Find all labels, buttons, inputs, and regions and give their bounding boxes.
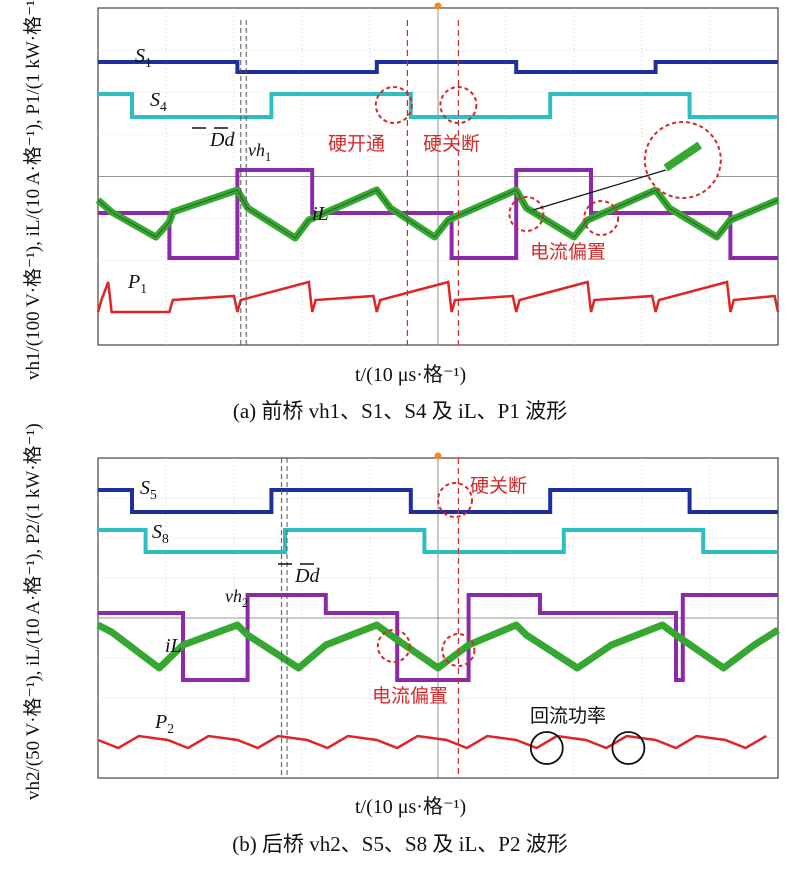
- trace-vh1: [98, 168, 778, 260]
- backflow-circle-1: [529, 731, 564, 765]
- label-S4: S4: [150, 89, 167, 114]
- trace-vh2: [98, 593, 778, 682]
- hard-on-circle: [374, 86, 413, 124]
- bias-circle-2: [441, 633, 476, 667]
- annot-bias: 电流偏置: [530, 241, 606, 263]
- trace-P1: [96, 280, 780, 314]
- label-S5: S5: [140, 477, 157, 502]
- zoom-inset-trace: [663, 141, 703, 172]
- caption-a: (a) 前桥 vh1、S1、S4 及 iL、P1 波形: [232, 399, 568, 423]
- y-axis-label-a: vh1/(100 V·格⁻¹), iL/(10 A·格⁻¹), P1/(1 kW…: [23, 0, 44, 380]
- label-P2: P2: [154, 711, 174, 736]
- hard-off-circle: [439, 86, 478, 124]
- hard-off-circle: [437, 482, 473, 518]
- annot-bias: 电流偏置: [372, 685, 448, 707]
- trace-S5: [98, 488, 778, 514]
- trigger-marker: [434, 452, 442, 460]
- annot-backflow: 回流功率: [530, 705, 606, 727]
- bias-circle-1: [508, 196, 545, 232]
- label-P1: P1: [127, 271, 147, 296]
- zoom-leader-line: [533, 169, 666, 211]
- x-axis-label-b: t/(10 μs·格⁻¹): [355, 796, 467, 818]
- label-S8: S8: [152, 521, 169, 546]
- label-vh2: vh2: [225, 586, 248, 610]
- y-axis-label-b: vh2/(50 V·格⁻¹), iL/(10 A·格⁻¹), P2/(1 kW·…: [23, 423, 44, 800]
- annot-hard-off: 硬关断: [470, 475, 527, 497]
- trace-S1: [98, 60, 778, 74]
- trace-iL-core: [97, 189, 779, 239]
- backflow-circle-2: [611, 731, 646, 765]
- bias-circle-2: [583, 200, 620, 236]
- annot-hard-on: 硬开通: [328, 133, 385, 155]
- trigger-marker: [434, 2, 442, 10]
- panel-a: S1 S4 Dd vh1 iL P1 硬开通 硬关断电流偏置 vh1/(100 V·格⁻¹),…: [0, 0, 800, 430]
- label-S1: S1: [135, 45, 152, 70]
- label-iL: iL: [312, 203, 329, 225]
- label-Dd: Dd: [209, 129, 235, 151]
- bias-circle-1: [376, 629, 411, 663]
- trace-S8: [98, 528, 778, 554]
- annot-hard-off: 硬关断: [423, 133, 480, 155]
- label-vh1: vh1: [248, 140, 271, 164]
- panel-b: S5 S8 Dd vh2 iL P2 硬关断电流偏置回流功率 vh2/(50 V·格⁻¹),…: [0, 423, 800, 869]
- x-axis-label-a: t/(10 μs·格⁻¹): [355, 364, 467, 386]
- label-Dd: Dd: [294, 565, 320, 587]
- trace-P2: [97, 734, 767, 750]
- label-iL: iL: [165, 635, 182, 657]
- trace-iL: [96, 621, 780, 672]
- caption-b: (b) 后桥 vh2、S5、S8 及 iL、P2 波形: [232, 832, 568, 856]
